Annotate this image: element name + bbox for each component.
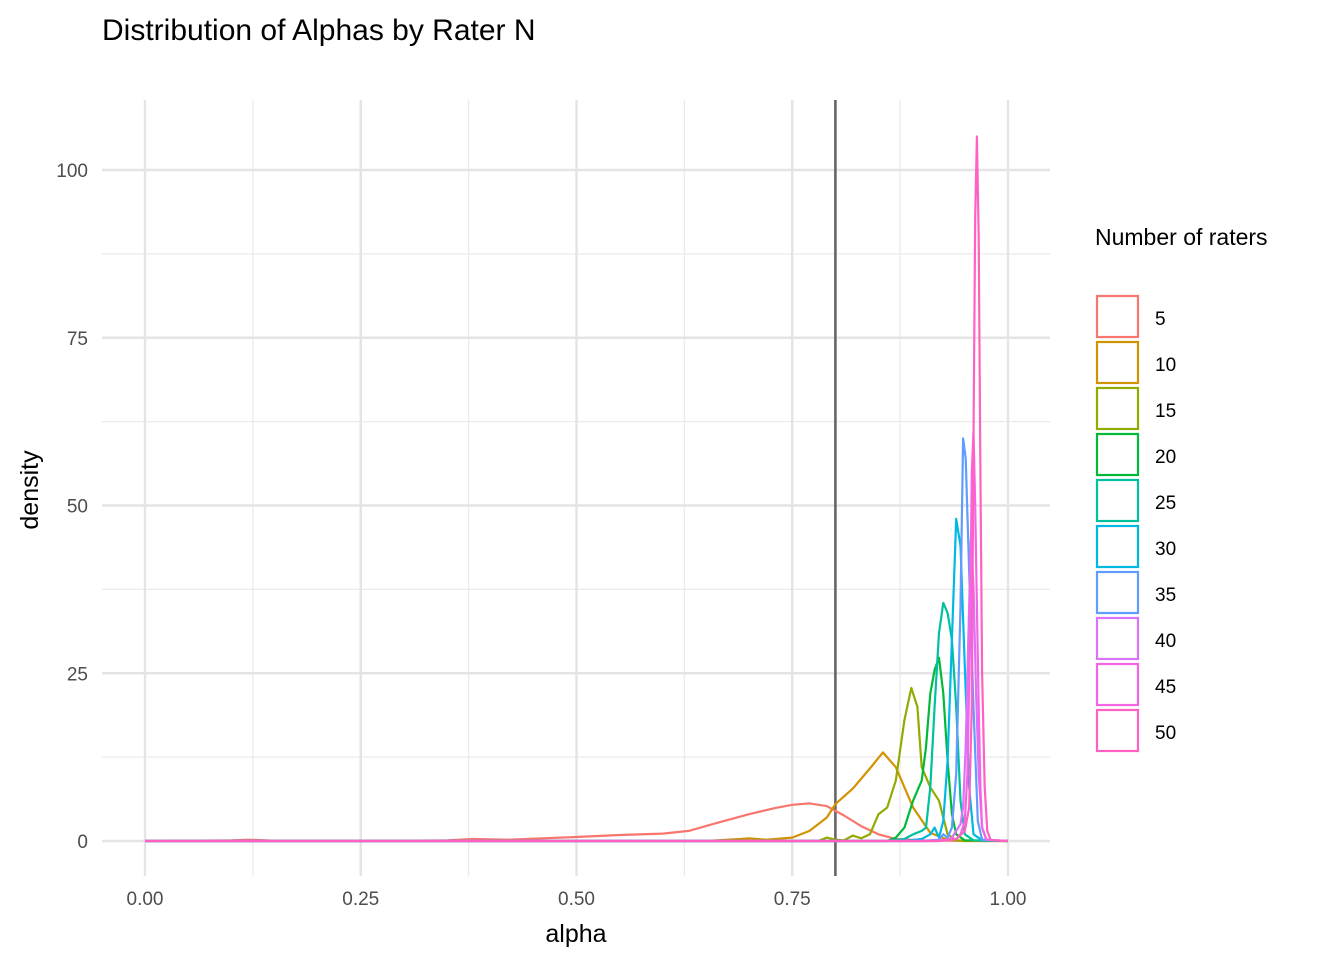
chart-title: Distribution of Alphas by Rater N (102, 14, 536, 47)
x-tick-label: 0.25 (342, 889, 379, 910)
series-layer (144, 135, 1009, 843)
legend-label-50: 50 (1155, 723, 1176, 744)
legend-label-40: 40 (1155, 631, 1176, 652)
legend-key-50 (1095, 708, 1140, 753)
legend-key-20 (1095, 432, 1140, 477)
legend-label-25: 25 (1155, 493, 1176, 514)
legend-label-45: 45 (1155, 677, 1176, 698)
y-tick-label: 100 (56, 161, 88, 182)
legend-label-35: 35 (1155, 585, 1176, 606)
y-tick-label: 25 (67, 664, 88, 685)
legend-key-45 (1095, 662, 1140, 707)
series-line-35 (145, 437, 1009, 843)
legend-label-20: 20 (1155, 447, 1176, 468)
x-tick-label: 0.00 (127, 889, 164, 910)
y-tick-label: 0 (77, 832, 88, 853)
legend-key-25 (1095, 478, 1140, 523)
axis-layer: 0.00 0.25 0.50 0.75 1.00 0 25 50 75 100 (56, 161, 1026, 910)
x-tick-label: 0.75 (774, 889, 811, 910)
x-axis-label: alpha (545, 920, 606, 948)
legend-label-15: 15 (1155, 401, 1176, 422)
legend: Number of raters 5 10 15 20 25 30 35 40 45 50 (1095, 224, 1268, 753)
legend-label-30: 30 (1155, 539, 1176, 560)
x-tick-label: 1.00 (990, 889, 1027, 910)
legend-key-5 (1095, 294, 1140, 339)
legend-key-40 (1095, 616, 1140, 661)
legend-title: Number of raters (1095, 224, 1268, 250)
legend-label-10: 10 (1155, 355, 1176, 376)
grid-layer (102, 100, 1050, 876)
series-line-30 (145, 517, 1009, 843)
legend-key-30 (1095, 524, 1140, 569)
legend-key-10 (1095, 340, 1140, 385)
y-axis-label: density (16, 450, 44, 530)
y-tick-label: 75 (67, 329, 88, 350)
series-line-15 (145, 686, 1009, 843)
legend-key-35 (1095, 570, 1140, 615)
legend-label-5: 5 (1155, 309, 1166, 330)
x-tick-label: 0.50 (558, 889, 595, 910)
series-line-50 (145, 135, 1009, 843)
legend-key-15 (1095, 386, 1140, 431)
y-tick-label: 50 (67, 497, 88, 518)
